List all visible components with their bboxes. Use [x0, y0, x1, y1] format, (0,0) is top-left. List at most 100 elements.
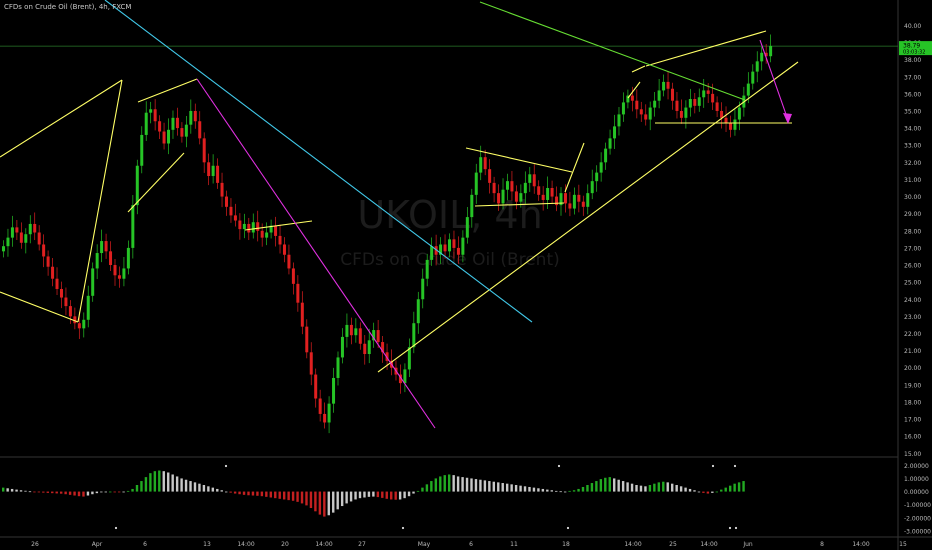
- candle-body: [613, 126, 617, 139]
- y-tick-label: 16.00: [904, 434, 921, 441]
- candle-body: [443, 244, 447, 252]
- macd-bar: [363, 491, 366, 498]
- candle-body: [367, 340, 371, 355]
- candle-body: [590, 181, 594, 194]
- candle-body: [251, 222, 255, 233]
- candle-body: [117, 275, 121, 279]
- y-tick-label: 31.00: [904, 177, 921, 184]
- candle-body: [550, 188, 554, 197]
- macd-signal-dot: [566, 526, 570, 530]
- macd-bar: [581, 486, 585, 492]
- macd-bar: [109, 491, 112, 493]
- macd-bar: [68, 491, 72, 495]
- candle-body: [581, 201, 585, 207]
- candle-body: [131, 205, 135, 248]
- candle-body: [153, 109, 157, 122]
- macd-bar: [233, 491, 237, 494]
- price-badge: [899, 41, 932, 56]
- candle-body: [278, 235, 282, 245]
- trendline-green: [479, 1, 746, 101]
- macd-bar: [305, 491, 308, 506]
- candle-body: [73, 316, 77, 324]
- candle-body: [167, 129, 171, 144]
- macd-bar: [251, 491, 255, 496]
- candle-body: [751, 71, 755, 84]
- y-tick-label: 32.00: [904, 160, 921, 167]
- candle-body: [702, 90, 706, 98]
- candle-body: [229, 206, 233, 216]
- candle-body: [764, 52, 768, 57]
- candle-body: [91, 268, 95, 296]
- macd-bar: [24, 490, 27, 492]
- y-tick-label: 38.00: [904, 57, 921, 64]
- macd-bar: [385, 491, 388, 499]
- macd-bar: [555, 490, 558, 492]
- macd-bar: [577, 488, 580, 492]
- candle-body: [599, 162, 603, 173]
- y-tick-label: 18.00: [904, 399, 921, 406]
- y-tick-label: 23.00: [904, 314, 921, 321]
- candle-body: [755, 61, 759, 72]
- candle-body: [715, 102, 719, 111]
- candle-body: [64, 297, 68, 307]
- macd-bar: [376, 491, 380, 498]
- macd-bar: [483, 480, 487, 492]
- candle-body: [412, 323, 416, 348]
- macd-bar: [349, 491, 353, 502]
- candle-body: [113, 265, 117, 276]
- macd-bar: [318, 491, 322, 515]
- macd-bar: [372, 491, 375, 497]
- macd-bar: [421, 487, 424, 492]
- macd-bar: [323, 491, 326, 517]
- macd-bar: [590, 483, 594, 492]
- candle-body: [381, 342, 385, 353]
- candle-body: [256, 222, 260, 231]
- macd-bar: [711, 491, 714, 493]
- x-tick-label: 14:00: [624, 541, 641, 548]
- macd-bar: [679, 486, 683, 492]
- candle-body: [492, 182, 496, 194]
- candle-body: [452, 239, 456, 248]
- x-tick-label: Jun: [742, 541, 753, 548]
- candle-body: [238, 220, 242, 230]
- macd-bar: [158, 470, 161, 492]
- macd-bar: [550, 490, 553, 492]
- macd-bar: [448, 474, 451, 492]
- macd-bar: [662, 481, 665, 492]
- macd-bar: [309, 491, 313, 509]
- candle-body: [180, 128, 184, 137]
- macd-bar: [149, 473, 152, 492]
- candle-body: [336, 357, 340, 378]
- macd-bar: [657, 482, 661, 492]
- candle-body: [82, 319, 86, 329]
- y-tick-label: 29.00: [904, 211, 921, 218]
- candle-body: [760, 52, 764, 62]
- trendline-cyan: [104, 0, 533, 323]
- candle-body: [126, 247, 130, 269]
- x-tick-label: May: [418, 541, 431, 548]
- candle-body: [635, 100, 639, 110]
- candle-body: [666, 81, 670, 89]
- macd-bar: [162, 471, 165, 492]
- candle-body: [746, 83, 750, 96]
- candle-body: [216, 165, 220, 183]
- candle-body: [483, 157, 487, 170]
- x-tick-label: 13: [203, 541, 211, 548]
- macd-bar: [595, 481, 598, 492]
- macd-bar: [706, 491, 710, 494]
- candle-body: [265, 232, 269, 238]
- x-tick-label: 15: [899, 541, 907, 548]
- macd-bar: [635, 485, 638, 492]
- macd-bar: [568, 490, 571, 492]
- x-tick-label: 14:00: [700, 541, 717, 548]
- trendline-yellow: [627, 81, 641, 99]
- x-tick-label: 18: [562, 541, 570, 548]
- candle-body: [354, 328, 358, 336]
- candle-body: [688, 99, 692, 108]
- candle-body: [448, 239, 451, 252]
- macd-bar: [742, 481, 745, 492]
- macd-bar: [604, 477, 607, 492]
- macd-bar: [488, 481, 491, 492]
